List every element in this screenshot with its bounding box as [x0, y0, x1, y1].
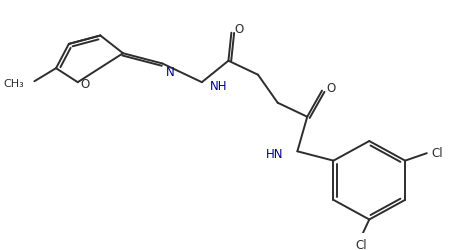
Text: CH₃: CH₃ — [4, 79, 25, 89]
Text: O: O — [235, 24, 244, 36]
Text: O: O — [80, 78, 89, 92]
Text: Cl: Cl — [355, 239, 367, 250]
Text: N: N — [166, 66, 175, 79]
Text: Cl: Cl — [432, 147, 444, 160]
Text: NH: NH — [210, 80, 227, 93]
Text: HN: HN — [266, 148, 284, 160]
Text: O: O — [326, 82, 336, 95]
